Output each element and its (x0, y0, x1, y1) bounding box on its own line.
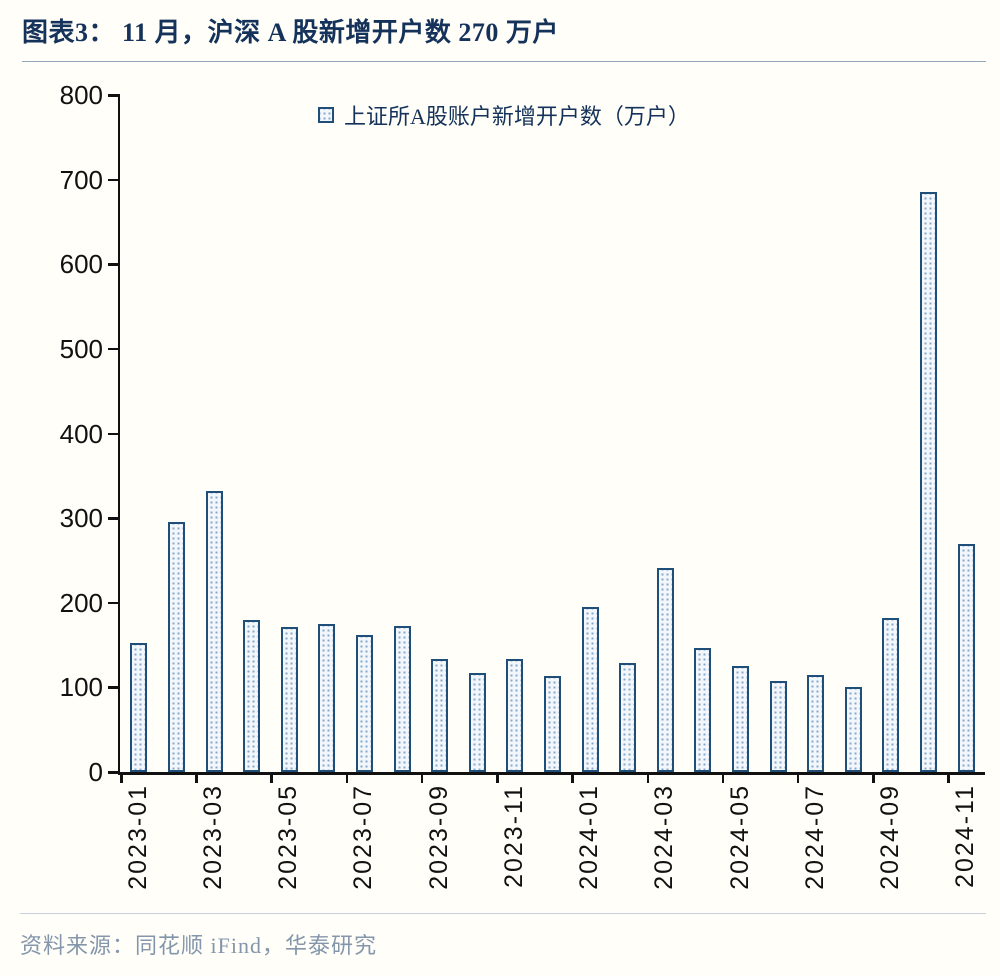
y-axis-label: 200 (59, 587, 103, 618)
y-axis-line (117, 94, 120, 775)
y-tick-mark (108, 263, 120, 266)
figure-title: 图表3： 11 月，沪深 A 股新增开户数 270 万户 (22, 18, 559, 47)
x-axis-label: 2024-09 (875, 784, 904, 890)
y-tick-mark (108, 517, 120, 520)
bar-2023-05 (280, 627, 298, 772)
x-tick-mark (646, 772, 650, 783)
legend-label: 上证所A股账户新增开户数（万户） (344, 104, 690, 129)
footer-divider (20, 913, 986, 914)
legend-swatch-icon (318, 107, 334, 123)
bar-2023-08 (393, 625, 411, 772)
y-tick-mark (108, 94, 120, 97)
bar-2023-11 (506, 658, 524, 772)
x-tick-mark (721, 772, 725, 783)
x-axis-label: 2023-05 (274, 784, 303, 890)
x-axis-label: 2024-03 (650, 784, 679, 890)
bar-2023-03 (205, 491, 223, 772)
bar-2024-02 (619, 662, 637, 772)
x-tick-mark (345, 772, 349, 783)
x-tick-mark (270, 772, 273, 783)
x-axis-line (117, 772, 985, 775)
bar-2024-06 (769, 681, 787, 772)
bar-2023-04 (243, 619, 261, 772)
y-axis-label: 300 (59, 503, 103, 534)
source-note: 资料来源：同花顺 iFind，华泰研究 (20, 933, 377, 958)
y-tick-mark (108, 771, 120, 774)
figure-header: 图表3： 11 月，沪深 A 股新增开户数 270 万户 (22, 12, 986, 62)
x-axis-label: 2023-09 (424, 784, 453, 890)
y-tick-mark (108, 432, 120, 435)
y-axis-label: 0 (88, 757, 103, 787)
x-axis-label: 2024-01 (575, 784, 604, 890)
bar-2023-01 (130, 642, 148, 772)
x-tick-mark (120, 772, 123, 783)
bar-2024-07 (807, 674, 825, 772)
y-tick-mark (108, 178, 120, 182)
bar-2024-10 (920, 192, 938, 772)
bar-2024-04 (694, 647, 712, 772)
x-axis-label: 2024-05 (725, 784, 754, 890)
chart-legend: 上证所A股账户新增开户数（万户） (318, 99, 690, 131)
x-tick-mark (947, 772, 950, 783)
bar-2023-06 (318, 623, 336, 772)
bar-2023-10 (468, 672, 486, 772)
x-tick-mark (420, 772, 424, 783)
x-axis-label: 2023-03 (199, 784, 228, 890)
bar-2024-11 (957, 543, 975, 772)
x-axis-label: 2023-01 (123, 784, 152, 890)
bar-2023-12 (544, 676, 561, 772)
x-tick-mark (195, 772, 198, 783)
y-axis-label: 600 (59, 249, 103, 280)
x-tick-mark (872, 772, 875, 783)
x-tick-mark (496, 772, 499, 783)
x-axis-label: 2023-07 (349, 784, 378, 890)
y-tick-mark (108, 601, 120, 605)
bar-2024-05 (732, 666, 750, 772)
bar-2023-09 (431, 658, 449, 772)
x-axis-label: 2023-11 (499, 784, 528, 888)
bar-2024-03 (656, 568, 674, 772)
x-tick-mark (796, 772, 800, 783)
bar-2023-02 (167, 522, 185, 772)
y-axis-label: 700 (59, 164, 103, 195)
bar-2023-07 (355, 634, 373, 772)
x-axis-label: 2024-07 (800, 784, 829, 890)
x-axis-label: 2024-11 (951, 784, 980, 888)
x-tick-mark (571, 772, 574, 783)
y-tick-mark (108, 686, 120, 689)
bar-2024-09 (882, 617, 900, 772)
y-axis-label: 100 (59, 672, 103, 703)
y-axis-label: 400 (59, 418, 103, 449)
y-tick-mark (108, 347, 120, 351)
bar-2024-08 (844, 687, 862, 772)
bar-2024-01 (581, 606, 599, 772)
y-axis-label: 800 (59, 80, 103, 110)
y-axis-label: 500 (59, 333, 103, 364)
